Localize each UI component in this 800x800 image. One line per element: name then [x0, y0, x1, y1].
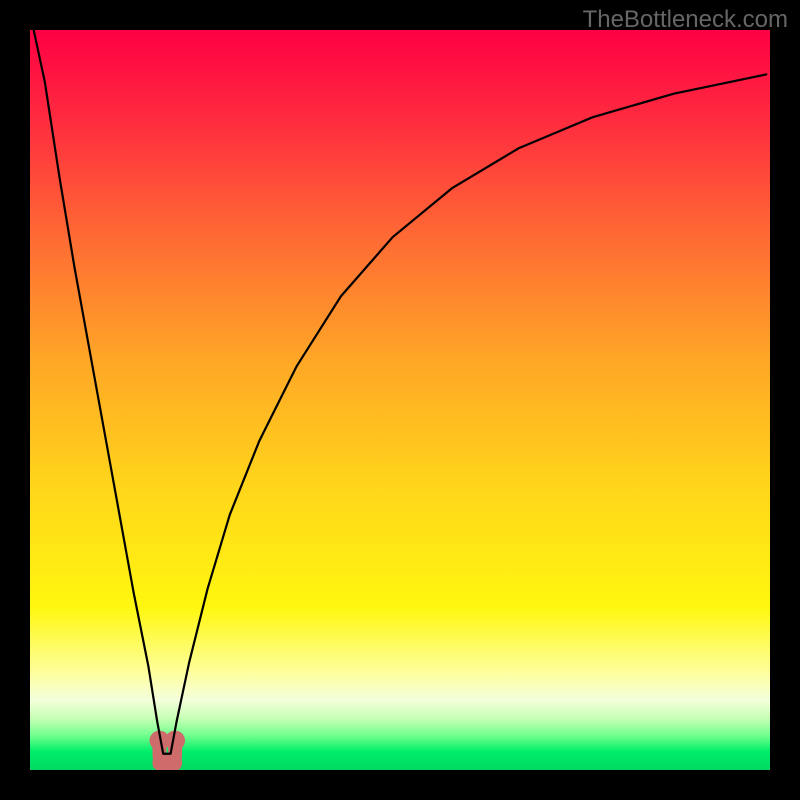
watermark-text: TheBottleneck.com	[583, 6, 788, 34]
chart-container: TheBottleneck.com	[0, 0, 800, 800]
gradient-background	[30, 30, 770, 770]
bottleneck-chart	[0, 0, 800, 800]
plot-area	[30, 30, 770, 771]
